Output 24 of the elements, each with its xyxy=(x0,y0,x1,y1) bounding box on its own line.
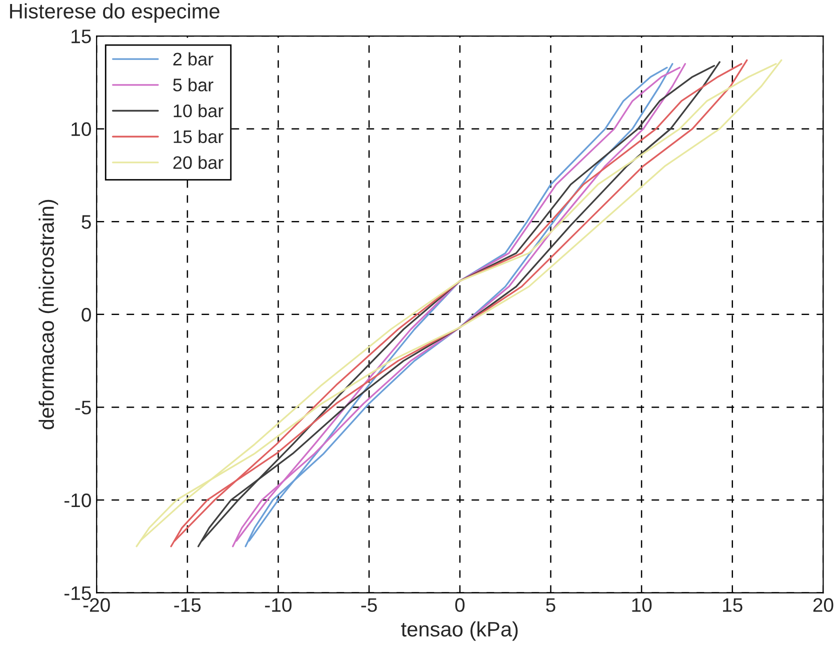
chart-title: Histerese do especime xyxy=(10,3,220,23)
legend-label: 10 bar xyxy=(174,104,224,118)
y-tick-label: -5 xyxy=(75,400,91,414)
y-tick-label: 10 xyxy=(72,122,91,136)
y-tick-label: 15 xyxy=(72,30,91,44)
x-tick-label: -10 xyxy=(265,598,292,612)
legend-label: 15 bar xyxy=(174,130,224,144)
y-tick-label: -15 xyxy=(64,586,91,600)
y-axis-title: deformacao (microstrain) xyxy=(38,200,58,430)
legend-label: 2 bar xyxy=(173,52,214,66)
y-tick-label: -10 xyxy=(64,493,91,508)
x-axis-title: tensao (kPa) xyxy=(401,621,518,641)
x-tick-label: 10 xyxy=(632,598,652,612)
legend-label: 5 bar xyxy=(173,78,214,92)
legend-label: 20 bar xyxy=(173,156,224,169)
x-tick-label: 15 xyxy=(723,598,742,612)
x-tick-label: -20 xyxy=(83,598,110,612)
y-tick-label: 0 xyxy=(82,308,91,322)
x-tick-label: 0 xyxy=(455,598,465,612)
x-tick-label: -15 xyxy=(174,598,201,612)
y-tick-label: 5 xyxy=(82,215,91,229)
x-tick-label: 20 xyxy=(813,598,834,612)
x-tick-label: 5 xyxy=(546,598,556,612)
x-tick-label: -5 xyxy=(361,598,377,612)
